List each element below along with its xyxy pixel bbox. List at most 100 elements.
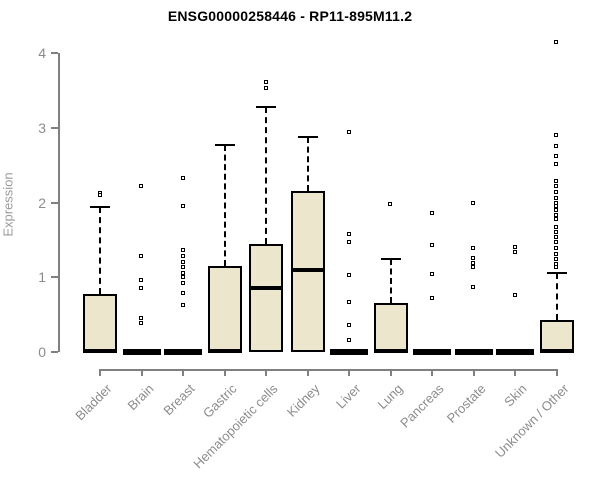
outlier-point <box>388 202 392 207</box>
x-tick <box>431 369 433 376</box>
outlier-point <box>263 80 268 85</box>
whisker-cap-lung <box>380 258 401 261</box>
outlier-point <box>554 189 558 194</box>
x-tick-label: Breast <box>160 381 198 419</box>
outlier-point <box>180 259 185 264</box>
outlier-point <box>554 256 558 261</box>
median-line-gastric <box>207 348 242 353</box>
outlier-point <box>346 300 351 305</box>
outlier-point <box>429 295 434 300</box>
outlier-point <box>512 250 517 255</box>
x-tick <box>223 369 226 376</box>
x-tick-label: Lung <box>374 381 406 413</box>
x-tick <box>140 369 143 376</box>
x-tick <box>306 369 309 376</box>
outlier-point <box>554 251 558 256</box>
whisker-cap-kidney <box>297 136 318 139</box>
x-tick <box>182 369 184 376</box>
outlier-point <box>180 275 185 280</box>
y-tick <box>51 126 58 129</box>
outlier-point <box>554 195 558 200</box>
outlier-point <box>346 240 351 245</box>
y-tick-label: 0 <box>38 344 46 360</box>
y-tick <box>51 276 58 279</box>
median-line-kidney <box>290 267 325 272</box>
whisker-cap-bladder <box>90 205 110 208</box>
outlier-point <box>346 130 351 135</box>
outlier-point <box>263 85 268 90</box>
x-tick <box>555 369 558 376</box>
median-line-lung <box>373 348 408 353</box>
outlier-point <box>346 232 351 237</box>
outlier-point <box>512 244 517 249</box>
x-tick-label: Prostate <box>443 381 489 426</box>
outlier-point <box>554 154 558 159</box>
y-tick-label: 4 <box>38 45 46 61</box>
whisker-hematopoietic-cells <box>265 106 267 244</box>
x-tick <box>389 369 392 376</box>
box-hematopoietic-cells <box>249 243 283 352</box>
outlier-point <box>471 285 475 290</box>
median-line-bladder <box>83 348 117 353</box>
box-pancreas <box>413 349 451 355</box>
outlier-point <box>180 291 185 296</box>
box-prostate <box>454 349 493 355</box>
box-liver <box>330 349 368 355</box>
x-tick-label: Gastric <box>199 381 240 421</box>
outlier-point <box>180 253 185 258</box>
outlier-point <box>554 179 558 184</box>
outlier-point <box>97 193 102 198</box>
whisker-unknown-other <box>555 272 558 320</box>
x-axis-line <box>100 369 557 371</box>
outlier-point <box>429 211 434 216</box>
outlier-point <box>554 224 558 229</box>
outlier-point <box>346 322 351 327</box>
outlier-point <box>554 217 558 222</box>
outlier-point <box>554 246 558 251</box>
outlier-point <box>554 212 558 217</box>
box-lung <box>373 302 408 352</box>
median-line-hematopoietic-cells <box>249 285 283 290</box>
outlier-point <box>554 184 558 189</box>
x-tick <box>99 369 101 376</box>
outlier-point <box>554 133 558 138</box>
outlier-point <box>554 235 558 240</box>
whisker-cap-hematopoietic-cells <box>256 105 276 108</box>
x-tick <box>265 369 267 376</box>
outlier-point <box>139 315 143 320</box>
box-breast <box>164 349 202 355</box>
outlier-point <box>180 271 185 275</box>
outlier-point <box>139 278 143 283</box>
outlier-point <box>471 200 475 205</box>
y-axis-line <box>58 53 60 352</box>
outlier-point <box>429 242 434 247</box>
whisker-kidney <box>306 137 309 192</box>
outlier-point <box>180 204 185 209</box>
y-tick <box>51 351 58 353</box>
outlier-point <box>346 338 351 343</box>
x-tick-label: Pancreas <box>397 381 447 431</box>
whisker-gastric <box>223 144 226 267</box>
x-tick <box>472 369 475 376</box>
outlier-point <box>180 280 185 285</box>
outlier-point <box>139 184 143 189</box>
x-tick-label: Kidney <box>283 381 323 420</box>
outlier-point <box>139 321 143 326</box>
outlier-point <box>554 208 558 213</box>
y-tick-label: 1 <box>38 269 46 286</box>
y-tick <box>51 201 58 204</box>
x-tick-label: Brain <box>124 381 157 414</box>
outlier-point <box>554 229 558 234</box>
outlier-point <box>554 203 558 208</box>
whisker-lung <box>389 259 392 303</box>
outlier-point <box>346 272 351 277</box>
outlier-point <box>554 240 558 245</box>
outlier-point <box>471 265 475 270</box>
whisker-bladder <box>99 206 101 294</box>
chart-title: ENSG00000258446 - RP11-895M11.2 <box>167 8 413 24</box>
outlier-point <box>512 293 517 298</box>
outlier-point <box>139 285 143 290</box>
outlier-point <box>554 143 558 148</box>
outlier-point <box>554 40 558 45</box>
